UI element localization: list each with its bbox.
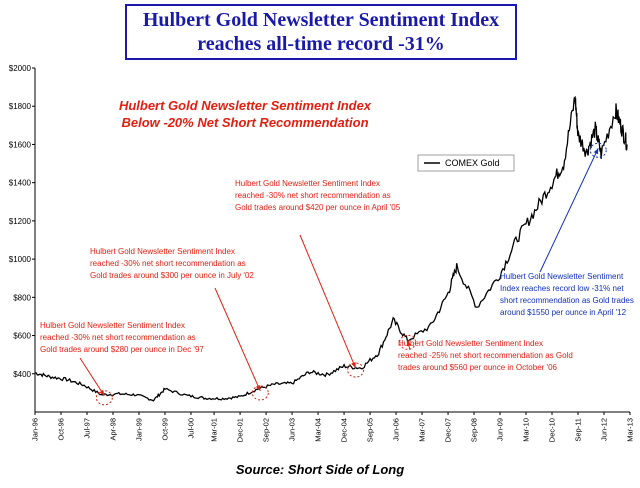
- x-tick-label: Jul-00: [186, 418, 195, 438]
- series-line-comex-gold: [35, 95, 628, 402]
- x-tick-label: Sep-08: [470, 418, 479, 442]
- x-tick-label: Jun-06: [392, 418, 401, 441]
- x-tick-label: Mar-13: [626, 418, 635, 442]
- annotation-2-line: reached -30% net short recommendation as: [90, 259, 246, 268]
- gold-price-chart: $2000 $1800 $1600 $1400 $1200 $1000 $800 $600 $4…: [9, 64, 635, 442]
- annotation-2-circle: [251, 385, 269, 401]
- annotation-4-line: Hulbert Gold Newsletter Sentiment Index: [398, 339, 543, 348]
- annotation-3-line: reached -30% net short recommendation as: [235, 191, 391, 200]
- annotation-3-circle: [347, 362, 365, 378]
- source-credit: Source: Short Side of Long: [235, 462, 405, 477]
- x-tick-label: Jun-03: [288, 418, 297, 441]
- chart-axes: [34, 68, 630, 413]
- y-tick-label: $2000: [9, 64, 32, 73]
- annotation-5-pointer: [539, 148, 599, 273]
- legend-label: COMEX Gold: [445, 158, 500, 168]
- annotation-1-line: reached -30% net short recommendation as: [40, 333, 196, 342]
- x-tick-label: Mar-10: [522, 418, 531, 442]
- chart-title-line-1: Hulbert Gold Newsletter Sentiment Index: [142, 9, 500, 31]
- annotation-5-line: around $1550 per ounce in April '12: [500, 308, 627, 317]
- annotation-3: Hulbert Gold Newsletter Sentiment Index r…: [235, 179, 401, 378]
- x-tick-label: Jun-09: [496, 418, 505, 441]
- x-tick-label: Sep-11: [574, 418, 583, 442]
- annotation-4-line: reached -25% net short recommendation as…: [398, 351, 573, 360]
- annotation-3-line: Hulbert Gold Newsletter Sentiment Index: [235, 179, 380, 188]
- annotation-2-line: Gold trades around $300 per ounce in Jul…: [90, 271, 254, 280]
- x-axis-ticks: Jan-96 Oct-96 Jul-97 Apr-98 Jan-99 Oct-99 Jul-…: [31, 412, 635, 442]
- annotation-2-pointer: [214, 287, 261, 392]
- annotation-5-circle: [589, 142, 607, 158]
- annotation-3-pointer: [299, 234, 357, 369]
- y-tick-label: $1000: [9, 255, 32, 264]
- x-tick-label: Jan-99: [134, 418, 143, 441]
- annotation-1: Hulbert Gold Newsletter Sentiment Index r…: [40, 321, 204, 406]
- annotation-subheading: Below -20% Net Short Recommendation: [121, 115, 368, 130]
- x-tick-label: Jul-97: [82, 418, 91, 438]
- y-tick-label: $400: [13, 370, 31, 379]
- annotation-2: Hulbert Gold Newsletter Sentiment Index r…: [90, 247, 269, 401]
- annotation-1-pointer: [79, 357, 105, 397]
- annotation-2-line: Hulbert Gold Newsletter Sentiment Index: [90, 247, 235, 256]
- x-tick-label: Oct-99: [160, 418, 169, 441]
- legend: COMEX Gold: [417, 154, 515, 172]
- annotation-3-line: Gold trades around $420 per ounce in Apr…: [235, 203, 401, 212]
- y-tick-label: $1400: [9, 179, 32, 188]
- x-tick-label: Mar-01: [210, 418, 219, 442]
- y-tick-label: $1600: [9, 140, 32, 149]
- x-tick-label: Jan-96: [31, 418, 40, 441]
- y-axis-ticks: $2000 $1800 $1600 $1400 $1200 $1000 $800 $600 $4…: [9, 64, 35, 379]
- x-tick-label: Sep-02: [262, 418, 271, 442]
- annotation-1-line: Hulbert Gold Newsletter Sentiment Index: [40, 321, 185, 330]
- annotation-4-arrowhead: [406, 340, 412, 347]
- y-tick-label: $600: [13, 332, 31, 341]
- x-tick-label: Dec-01: [236, 418, 245, 442]
- annotation-4-circle: [399, 334, 417, 350]
- annotation-5-line: Hulbert Gold Newsletter Sentiment: [500, 272, 624, 281]
- annotation-4: Hulbert Gold Newsletter Sentiment Index r…: [398, 334, 573, 372]
- x-tick-label: Mar-07: [418, 418, 427, 442]
- annotations-layer: Hulbert Gold Newsletter Sentiment Index B…: [40, 98, 634, 406]
- x-tick-label: Sep-05: [366, 418, 375, 442]
- y-tick-label: $1200: [9, 217, 32, 226]
- annotation-4-line: trades around $560 per ounce in October …: [398, 363, 558, 372]
- annotation-5-line: Index reaches record low -31% net: [500, 284, 624, 293]
- chart-title-line-2: reaches all-time record -31%: [197, 33, 445, 55]
- x-tick-label: Jun-12: [600, 418, 609, 441]
- y-tick-label: $1800: [9, 102, 32, 111]
- x-tick-label: Dec-10: [548, 418, 557, 442]
- annotation-5-arrowhead: [593, 148, 599, 155]
- y-tick-label: $800: [13, 293, 31, 302]
- annotation-1-circle: [95, 390, 113, 406]
- x-tick-label: Dec-04: [340, 418, 349, 442]
- chart-title-box: Hulbert Gold Newsletter Sentiment Index …: [125, 4, 517, 60]
- annotation-heading: Hulbert Gold Newsletter Sentiment Index: [119, 98, 372, 113]
- annotation-1-line: Gold trades around $280 per ounce in Dec…: [40, 345, 204, 354]
- x-tick-label: Oct-96: [56, 418, 65, 441]
- annotation-5-line: short recommendation as Gold trades: [500, 296, 634, 305]
- x-tick-label: Dec-07: [444, 418, 453, 442]
- series-layer: [35, 95, 628, 402]
- x-tick-label: Apr-98: [108, 418, 117, 441]
- legend-box: [417, 154, 515, 172]
- x-tick-label: Mar-04: [314, 418, 323, 442]
